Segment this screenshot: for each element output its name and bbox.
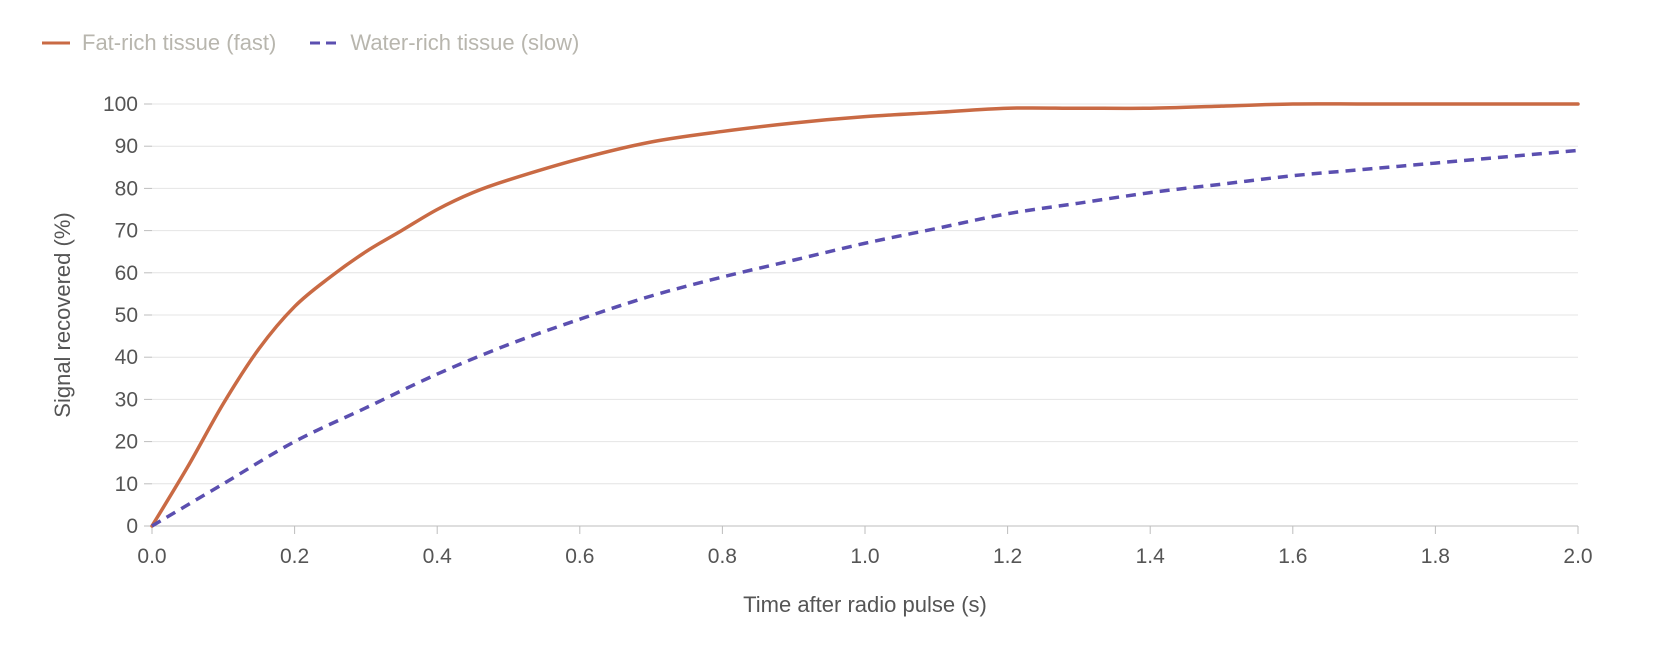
y-tick-label: 80 — [115, 177, 138, 200]
legend-label-fat: Fat-rich tissue (fast) — [82, 30, 277, 55]
x-tick-label: 0.2 — [280, 545, 309, 568]
y-tick-label: 10 — [115, 473, 138, 496]
series-line-water[interactable] — [151, 148, 1579, 528]
y-tick-label: 100 — [103, 93, 138, 116]
x-tick-label: 2.0 — [1563, 545, 1592, 568]
x-tick-label: 0.6 — [565, 545, 594, 568]
y-tick-label: 60 — [115, 262, 138, 285]
y-tick-label: 20 — [115, 431, 138, 454]
x-tick-label: 1.6 — [1278, 545, 1307, 568]
x-tick-label: 1.0 — [850, 545, 879, 568]
legend-swatch-water — [310, 41, 339, 45]
y-tick-label: 30 — [115, 388, 138, 411]
legend: Fat-rich tissue (fast) Water-rich tissue… — [42, 30, 579, 56]
y-tick-label: 90 — [115, 135, 138, 158]
series-layer — [150, 102, 1580, 528]
legend-swatch-fat — [42, 41, 70, 45]
x-tick-label: 1.2 — [993, 545, 1022, 568]
y-axis-label: Signal recovered (%) — [50, 212, 75, 417]
y-tick-label: 0 — [126, 515, 138, 538]
x-tick-label: 0.4 — [423, 545, 453, 568]
x-tick-label: 1.4 — [1136, 545, 1166, 568]
x-tick-label: 1.8 — [1421, 545, 1450, 568]
y-tick-label: 40 — [115, 346, 138, 369]
legend-item-fat[interactable]: Fat-rich tissue (fast) — [42, 30, 276, 56]
legend-label-water: Water-rich tissue (slow) — [350, 30, 580, 55]
y-tick-label: 70 — [115, 220, 138, 243]
x-tick-label: 0.8 — [708, 545, 737, 568]
x-tick-label: 0.0 — [137, 545, 166, 568]
axis-layer: 0 10 20 30 40 50 60 70 80 90 100 0.0 0.2 0.4 0.6 0.8 1.0… — [103, 93, 1593, 568]
legend-item-water[interactable]: Water-rich tissue (slow) — [310, 30, 579, 56]
grid-layer — [152, 103, 1578, 527]
x-axis-label: Time after radio pulse (s) — [743, 592, 987, 617]
y-tick-label: 50 — [115, 304, 138, 327]
series-line-fat[interactable] — [150, 102, 1580, 528]
